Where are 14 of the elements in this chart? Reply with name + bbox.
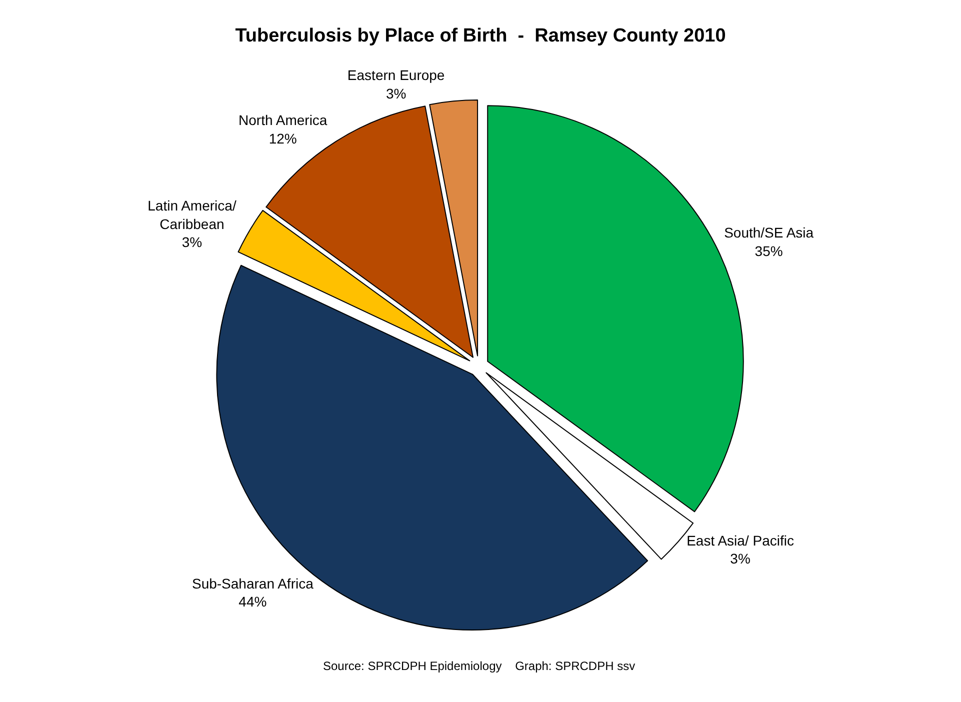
slice-label: South/SE Asia [724,224,814,241]
data-label: 3% [730,550,750,566]
data-label: 3% [386,85,406,102]
data-label: 3% [182,234,202,250]
source-note: Source: SPRCDPH Epidemiology Graph: SPRCDPH ssv [323,659,636,673]
slice-label: Latin America/ Caribbean [148,198,236,232]
slice-label: Eastern Europe [347,67,445,84]
data-label: 35% [754,242,783,259]
slice-label: North America [238,112,328,128]
slice-label: East Asia/ Pacific [686,532,794,548]
slice-label: Sub-Saharan Africa [192,575,314,592]
chart-title: Tuberculosis by Place of Birth - Ramsey County 2010 [235,25,726,46]
data-label: 12% [268,130,297,146]
data-label: 44% [238,593,267,610]
